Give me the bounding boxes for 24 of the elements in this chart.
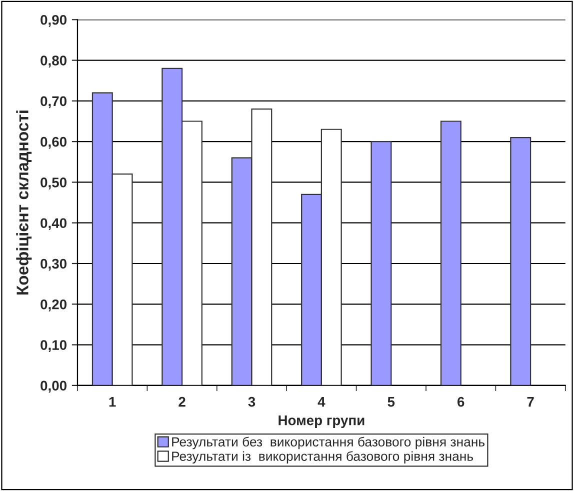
y-tick-label: 0,60 bbox=[40, 136, 67, 149]
x-tick-label: 4 bbox=[318, 397, 326, 407]
x-tick-label: 2 bbox=[178, 396, 186, 407]
x-tick-label: 7 bbox=[527, 397, 534, 407]
y-tick-label: 0,50 bbox=[40, 178, 67, 190]
y-tick-label: 0,30 bbox=[40, 258, 67, 271]
y-tick-label: 0,90 bbox=[40, 14, 67, 27]
y-tick-label: 0,70 bbox=[40, 96, 67, 108]
x-axis-title: Номер групи bbox=[278, 416, 364, 428]
y-tick-label: 0,10 bbox=[40, 340, 67, 352]
bar bbox=[370, 141, 392, 386]
x-tick-label: 6 bbox=[457, 396, 464, 407]
legend-label: Результати без використання базового рівня знань bbox=[172, 436, 485, 450]
bar bbox=[510, 136, 532, 386]
x-tick-label: 5 bbox=[388, 397, 395, 407]
y-axis-title: Коефіцієнт складності bbox=[16, 110, 32, 294]
legend-label: Результати із використання базового рівня знань bbox=[172, 451, 474, 464]
bar bbox=[440, 120, 462, 386]
y-tick-label: 0,20 bbox=[40, 299, 67, 312]
x-tick-label: 1 bbox=[109, 397, 116, 407]
x-tick-label: 3 bbox=[248, 396, 256, 407]
y-tick-label: 0,80 bbox=[40, 56, 67, 68]
y-tick-label: 0,40 bbox=[40, 218, 67, 230]
y-tick-label: 0,00 bbox=[40, 380, 67, 393]
